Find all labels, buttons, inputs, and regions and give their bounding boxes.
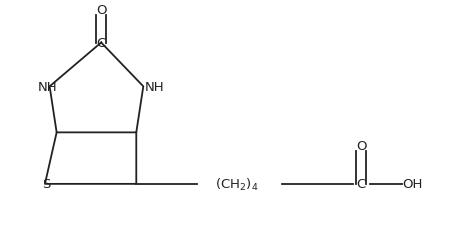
Text: C: C xyxy=(356,178,366,191)
Text: C: C xyxy=(97,37,106,50)
Text: OH: OH xyxy=(402,178,423,191)
Text: NH: NH xyxy=(37,81,57,93)
Text: (CH$_2$)$_4$: (CH$_2$)$_4$ xyxy=(215,176,259,192)
Text: O: O xyxy=(96,4,106,17)
Text: NH: NH xyxy=(145,81,165,93)
Text: S: S xyxy=(42,178,51,191)
Text: O: O xyxy=(356,140,366,152)
